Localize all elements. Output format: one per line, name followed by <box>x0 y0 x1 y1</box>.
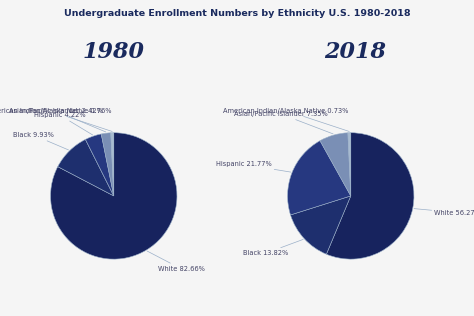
Wedge shape <box>51 133 177 259</box>
Text: White 82.66%: White 82.66% <box>147 251 205 272</box>
Wedge shape <box>291 196 351 254</box>
Text: Hispanic 21.77%: Hispanic 21.77% <box>216 161 291 172</box>
Wedge shape <box>320 133 351 196</box>
Text: White 56.27%: White 56.27% <box>414 209 474 216</box>
Text: American Indian/Alaska Native 0.76%: American Indian/Alaska Native 0.76% <box>0 108 112 131</box>
Wedge shape <box>101 133 114 196</box>
Wedge shape <box>58 139 114 196</box>
Wedge shape <box>85 134 114 196</box>
Text: 1980: 1980 <box>83 41 145 63</box>
Wedge shape <box>327 133 414 259</box>
Text: Black 9.93%: Black 9.93% <box>13 132 69 150</box>
Text: 2018: 2018 <box>325 41 386 63</box>
Text: Hispanic 4.22%: Hispanic 4.22% <box>34 112 93 135</box>
Text: Asian/Pacific Islander 2.42%: Asian/Pacific Islander 2.42% <box>9 108 106 132</box>
Wedge shape <box>348 133 351 196</box>
Text: Black 13.82%: Black 13.82% <box>243 240 303 257</box>
Wedge shape <box>111 133 114 196</box>
Text: Asian/Pacific Islander 7.35%: Asian/Pacific Islander 7.35% <box>234 111 333 134</box>
Text: Undergraduate Enrollment Numbers by Ethnicity U.S. 1980-2018: Undergraduate Enrollment Numbers by Ethn… <box>64 9 410 18</box>
Wedge shape <box>288 141 351 215</box>
Text: American Indian/Alaska Native 0.73%: American Indian/Alaska Native 0.73% <box>223 108 349 131</box>
